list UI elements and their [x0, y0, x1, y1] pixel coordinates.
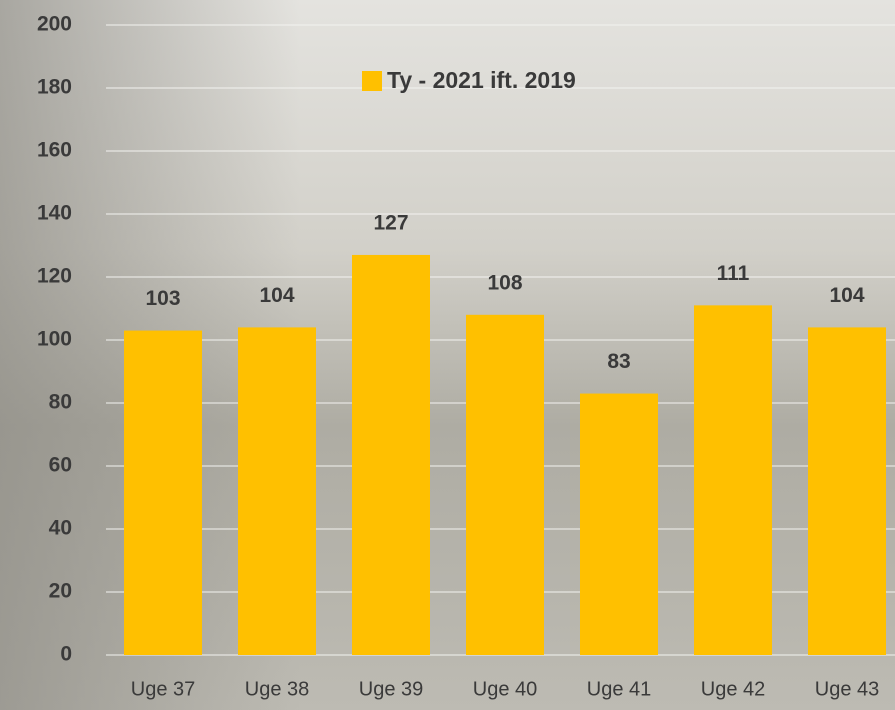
- y-tick-label: 60: [49, 454, 72, 477]
- y-tick-label: 160: [37, 139, 72, 162]
- bar: [694, 305, 772, 655]
- y-tick-label: 200: [37, 13, 72, 36]
- y-tick-label: 0: [60, 643, 72, 666]
- value-label: 83: [607, 350, 630, 373]
- x-tick-label: Uge 38: [245, 678, 310, 700]
- x-tick-label: Uge 37: [131, 678, 196, 700]
- y-tick-label: 80: [49, 391, 72, 414]
- y-tick-label: 100: [37, 328, 72, 351]
- bar: [808, 327, 886, 655]
- bar: [580, 394, 658, 655]
- bar: [352, 255, 430, 655]
- y-tick-label: 120: [37, 265, 72, 288]
- value-label: 108: [487, 271, 522, 294]
- x-tick-label: Uge 40: [473, 678, 538, 700]
- chart: 0 20 40 60 80 100 120 140 160 180 200 Uge 37 Uge 38 U…: [0, 0, 895, 710]
- bar: [466, 315, 544, 655]
- x-tick-label: Uge 42: [701, 678, 766, 700]
- x-tick-label: Uge 43: [815, 678, 880, 700]
- value-label: 103: [145, 287, 180, 310]
- bar: [124, 331, 202, 655]
- y-tick-label: 20: [49, 580, 72, 603]
- legend-swatch: [362, 71, 382, 91]
- x-tick-label: Uge 39: [359, 678, 424, 700]
- bar: [238, 327, 316, 655]
- value-label: 111: [717, 262, 750, 285]
- y-tick-label: 140: [37, 202, 72, 225]
- legend-label: Ty - 2021 ift. 2019: [387, 67, 576, 93]
- x-tick-label: Uge 41: [587, 678, 652, 700]
- y-tick-label: 180: [37, 76, 72, 99]
- value-label: 127: [373, 211, 408, 234]
- value-label: 104: [829, 284, 864, 307]
- value-label: 104: [259, 284, 294, 307]
- y-tick-label: 40: [49, 517, 72, 540]
